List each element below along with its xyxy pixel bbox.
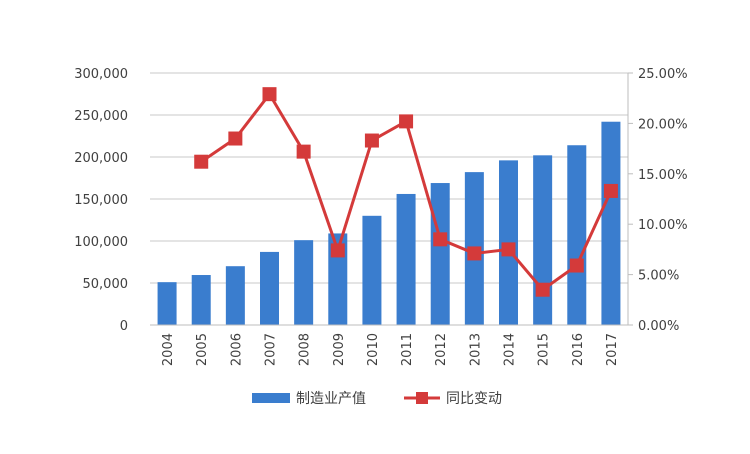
line-series: [194, 87, 618, 297]
line-point-2016: [569, 258, 584, 273]
legend: 制造业产值 同比变动: [252, 391, 502, 407]
x-tick-label: 2017: [605, 333, 620, 366]
x-axis: 2004 2005 2006 2007 2008 2009 2010 2011 2012 2013…: [150, 324, 628, 366]
bar-2011: [396, 193, 416, 325]
right-tick-label: 20.00%: [638, 117, 688, 132]
gridlines: [150, 72, 628, 284]
x-tick-label: 2011: [400, 333, 415, 366]
x-tick-label: 2007: [264, 333, 279, 366]
line-point-2017: [603, 183, 618, 198]
bar-2010: [362, 215, 382, 325]
left-tick-label: 150,000: [74, 193, 128, 208]
left-tick-label: 100,000: [74, 235, 128, 250]
line-point-2013: [467, 246, 482, 261]
line-point-2011: [399, 114, 414, 129]
left-tick-label: 250,000: [74, 109, 128, 124]
x-tick-label: 2014: [503, 333, 518, 366]
x-tick-label: 2005: [195, 333, 210, 366]
line-point-2015: [535, 282, 550, 297]
bar-2007: [260, 251, 279, 325]
line-point-2007: [262, 87, 277, 102]
right-tick-label: 15.00%: [638, 168, 688, 183]
legend-swatch-marker: [416, 392, 428, 404]
left-tick-label: 0: [120, 319, 128, 334]
left-axis: 0 50,000 100,000 150,000 200,000 250,000 300,0…: [74, 67, 128, 334]
bar-2008: [294, 240, 314, 325]
bar-series: [157, 121, 621, 325]
legend-swatch-bar: [252, 393, 290, 403]
line-point-2005: [194, 154, 209, 169]
x-tick-label: 2016: [571, 333, 586, 366]
left-tick-label: 200,000: [74, 151, 128, 166]
line-point-2014: [501, 242, 516, 257]
line-point-2006: [228, 131, 243, 146]
line-point-2009: [330, 243, 345, 258]
line-point-2010: [364, 133, 379, 148]
left-tick-label: 300,000: [74, 67, 128, 82]
bar-2015: [533, 155, 553, 325]
right-tick-label: 25.00%: [638, 67, 688, 82]
bar-2012: [430, 183, 450, 325]
x-tick-label: 2015: [537, 333, 552, 366]
x-tick-label: 2010: [366, 333, 381, 366]
x-tick-label: 2004: [161, 333, 176, 366]
legend-label-bar: 制造业产值: [296, 391, 366, 407]
bar-2005: [191, 275, 211, 325]
right-tick-label: 0.00%: [638, 319, 679, 334]
legend-label-line: 同比变动: [446, 391, 502, 407]
right-axis: 0.00% 5.00% 10.00% 15.00% 20.00% 25.00%: [627, 67, 688, 334]
bar-2004: [157, 282, 177, 325]
x-tick-label: 2009: [332, 333, 347, 366]
right-tick-label: 10.00%: [638, 218, 688, 233]
line-point-2008: [296, 144, 311, 159]
bar-2006: [225, 266, 245, 325]
line-point-2012: [433, 232, 448, 247]
x-tick-label: 2012: [434, 333, 449, 366]
bar-2016: [567, 145, 587, 325]
x-tick-label: 2006: [229, 333, 244, 366]
x-tick-label: 2008: [298, 333, 313, 366]
x-tick-label: 2013: [468, 333, 483, 366]
bar-2017: [601, 121, 621, 325]
left-tick-label: 50,000: [83, 277, 129, 292]
right-tick-label: 5.00%: [638, 269, 679, 284]
